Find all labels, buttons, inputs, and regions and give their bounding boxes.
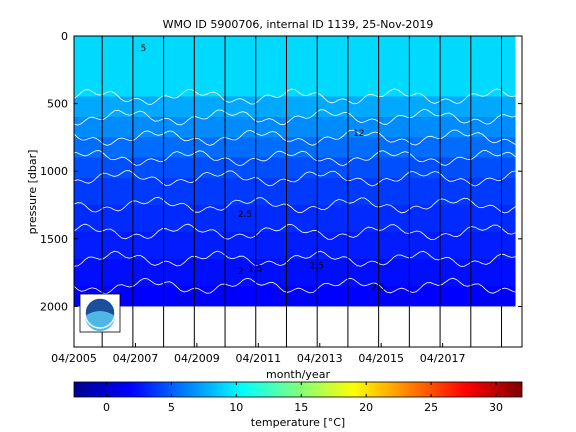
contour-label: 1.5 xyxy=(248,264,262,274)
contour-labels: 2 1.5 2.5 2.5 2.5 12 5 xyxy=(141,44,386,293)
isotherm-line xyxy=(74,129,516,146)
contour-label: 2.5 xyxy=(371,283,385,293)
y-tick-label: 2000 xyxy=(40,300,68,313)
isotherm-line xyxy=(74,277,516,294)
colorbar-tick-label: 0 xyxy=(103,401,110,414)
field-band xyxy=(74,137,516,158)
y-axis-label: pressure [dbar] xyxy=(26,150,39,235)
y-tick-label: 0 xyxy=(61,30,68,43)
x-axis-label: month/year xyxy=(266,368,330,381)
isotherm-line xyxy=(74,88,516,105)
x-tick-label: 04/2017 xyxy=(420,352,466,365)
field-band xyxy=(74,205,516,233)
field-band xyxy=(74,177,516,206)
x-axis-ticks: 04/2005 04/2007 04/2009 04/2011 04/2013 04/20… xyxy=(51,343,465,365)
isotherm-line xyxy=(74,170,516,187)
x-tick-label: 04/2009 xyxy=(174,352,220,365)
colorbar: 0 5 10 15 20 25 30 xyxy=(73,381,523,414)
colorbar-gradient xyxy=(73,381,523,398)
colorbar-tick-label: 15 xyxy=(294,401,308,414)
colorbar-tick-label: 5 xyxy=(168,401,175,414)
colorbar-tick-label: 25 xyxy=(424,401,438,414)
y-tick-label: 1000 xyxy=(40,165,68,178)
plot-frame xyxy=(73,35,523,348)
field-band xyxy=(74,259,516,287)
contour-label: 2.5 xyxy=(310,262,324,272)
contour-label: 12 xyxy=(353,129,364,139)
y-tick-label: 1500 xyxy=(40,233,68,246)
isotherm-contours xyxy=(74,88,516,294)
x-tick-label: 04/2007 xyxy=(113,352,159,365)
x-tick-label: 04/2005 xyxy=(51,352,97,365)
noaa-logo xyxy=(79,293,121,333)
contour-label: 2.5 xyxy=(238,210,252,220)
x-tick-label: 04/2013 xyxy=(297,352,343,365)
field-band xyxy=(74,157,516,178)
x-tick-label: 04/2011 xyxy=(235,352,281,365)
colorbar-tick-label: 10 xyxy=(229,401,243,414)
isotherm-line xyxy=(74,108,516,126)
logo-ring xyxy=(84,297,116,329)
chart-title: WMO ID 5900706, internal ID 1139, 25-Nov… xyxy=(163,18,434,31)
colorbar-tick-label: 20 xyxy=(359,401,373,414)
temperature-field xyxy=(74,36,516,307)
y-tick-label: 500 xyxy=(47,98,68,111)
isotherm-line xyxy=(74,150,516,167)
colorbar-tick-label: 30 xyxy=(489,401,503,414)
colorbar-label: temperature [°C] xyxy=(251,416,345,429)
colorbar-ticks: 0 5 10 15 20 25 30 xyxy=(103,382,503,414)
isotherm-line xyxy=(74,223,516,241)
contour-label: 2 xyxy=(238,267,244,277)
y-axis-ticks: 0 500 1000 1500 2000 xyxy=(40,30,522,313)
isotherm-line xyxy=(74,250,516,267)
profile-markers xyxy=(74,36,503,347)
contour-label: 5 xyxy=(141,44,147,54)
field-band xyxy=(74,232,516,260)
field-band xyxy=(74,117,516,138)
isotherm-line xyxy=(74,196,516,214)
field-band xyxy=(74,36,516,97)
field-band xyxy=(74,96,516,118)
x-tick-label: 04/2015 xyxy=(358,352,404,365)
